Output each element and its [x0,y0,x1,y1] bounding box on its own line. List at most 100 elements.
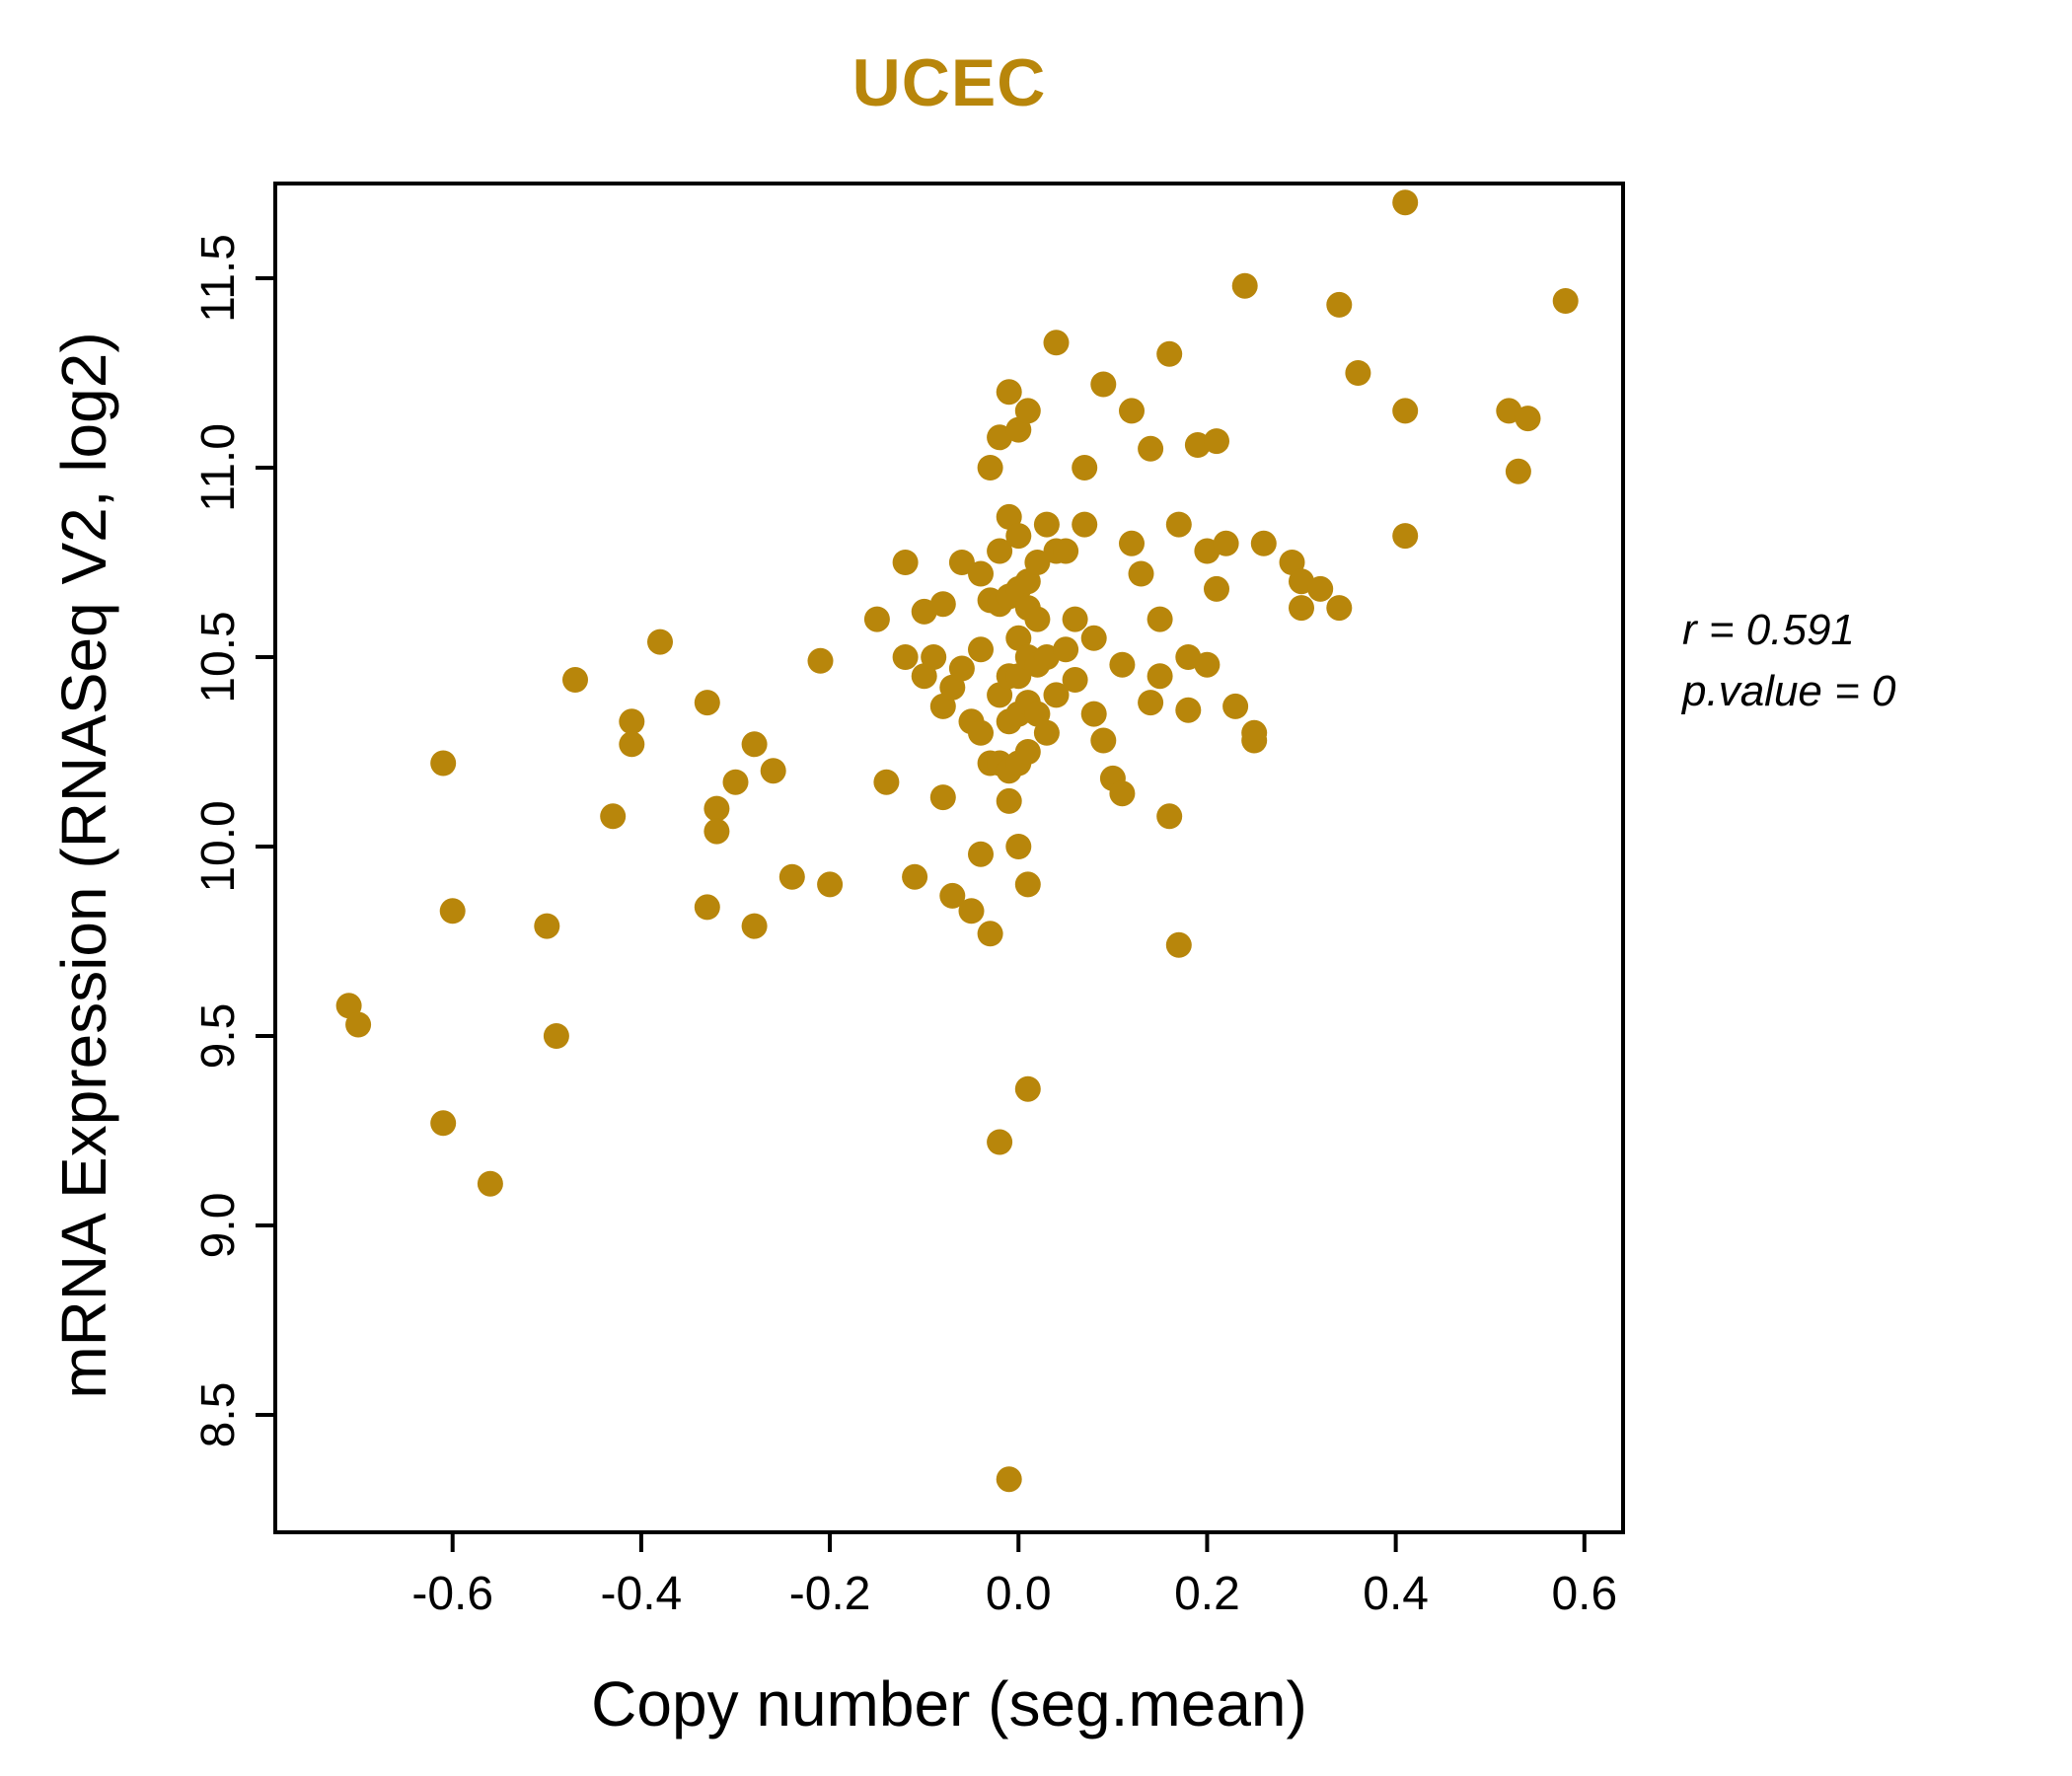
data-point [1156,803,1183,830]
data-point [1119,398,1145,424]
y-tick-label: 8.5 [192,1382,245,1448]
data-point [647,629,673,655]
data-point [968,841,994,867]
data-point [1156,340,1183,367]
data-point [1053,636,1079,663]
data-point [1289,595,1314,622]
data-point [741,731,768,758]
data-point [1109,651,1136,678]
data-point [1005,416,1032,443]
data-point [1033,511,1060,538]
data-point [968,719,994,746]
data-point [1194,651,1221,678]
data-point [1024,701,1051,727]
data-point [703,795,730,822]
data-point [1138,690,1164,716]
data-point [1138,435,1164,462]
data-point [1392,523,1419,550]
data-point [1080,625,1107,651]
data-point [987,682,1013,708]
data-point [948,655,975,682]
data-point [600,803,627,830]
data-point [863,606,890,632]
y-tick-label: 10.0 [192,800,245,892]
x-tick-label: -0.4 [601,1568,683,1620]
data-point [892,550,919,575]
data-point [1326,291,1353,318]
data-point [1072,511,1098,538]
data-point [948,550,975,575]
data-point [1005,523,1032,550]
y-axis-label: mRNA Expression (RNASeq V2, log2) [48,332,119,1399]
data-point [807,647,834,674]
data-point [929,693,956,719]
data-point [911,663,937,690]
data-point [1072,455,1098,481]
data-point [1014,1075,1041,1102]
x-tick-label: -0.2 [789,1568,871,1620]
data-point [1552,288,1579,314]
y-tick-label: 10.5 [192,611,245,703]
data-point [534,913,560,939]
data-point [1213,530,1239,556]
data-point [430,750,457,777]
data-point [929,591,956,618]
data-point [987,538,1013,564]
data-point [968,560,994,587]
data-point [1241,727,1268,754]
data-point [703,818,730,845]
data-point [1090,727,1117,754]
data-point [741,913,768,939]
data-point [996,503,1022,530]
data-point [939,674,966,701]
x-tick-label: 0.2 [1174,1568,1240,1620]
data-point [1165,511,1192,538]
data-point [1062,606,1088,632]
data-point [1014,398,1041,424]
data-point [1090,371,1117,398]
data-point [1024,606,1051,632]
data-point [1005,625,1032,651]
data-point [958,898,985,925]
y-tick-label: 11.5 [192,234,245,323]
data-point [1128,560,1154,587]
data-point [977,455,1003,481]
data-point [873,769,900,795]
data-point [996,787,1022,814]
y-tick-label: 9.0 [192,1193,245,1259]
x-tick-label: -0.6 [411,1568,493,1620]
data-point [1024,550,1051,575]
data-point [619,708,645,735]
data-point [335,993,362,1019]
chart-title: UCEC [851,45,1047,120]
data-point [1204,575,1229,602]
data-point [817,871,844,898]
data-point [1147,663,1173,690]
data-point [892,644,919,670]
data-point [1204,428,1229,455]
data-point [562,667,588,693]
data-point [1279,550,1305,575]
data-point [430,1110,457,1137]
x-axis-label: Copy number (seg.mean) [591,1668,1307,1739]
data-point [543,1023,569,1049]
data-point [439,898,466,925]
data-point [1147,606,1173,632]
data-point [1080,701,1107,727]
data-point [939,882,966,909]
data-point [722,769,749,795]
y-tick-label: 11.0 [192,423,245,512]
stats-r-value: r = 0.591 [1682,606,1855,654]
data-point [778,863,805,890]
data-point [1119,530,1145,556]
data-point [1014,739,1041,765]
x-tick-label: 0.6 [1551,1568,1617,1620]
stats-annotation: r = 0.591 p.value = 0 [1682,600,1896,722]
data-point [1014,568,1041,595]
data-point [968,636,994,663]
data-point [1109,780,1136,807]
data-point [1175,697,1202,723]
data-point [345,1011,372,1038]
